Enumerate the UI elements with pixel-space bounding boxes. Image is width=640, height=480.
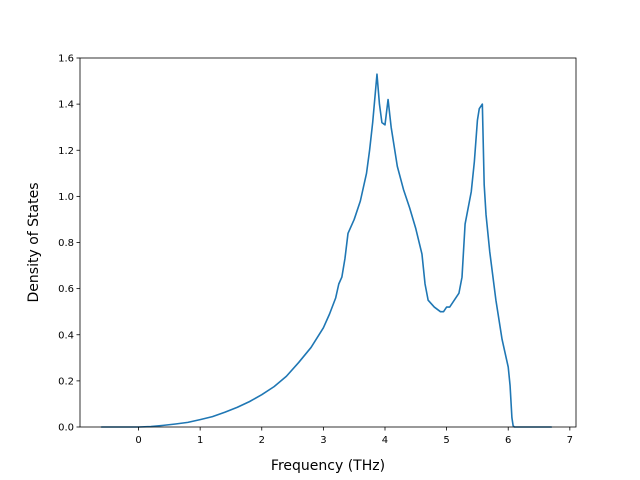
- x-tick-label: 6: [505, 435, 511, 446]
- series-layer: [100, 73, 553, 428]
- y-tick-label: 0.0: [58, 423, 74, 434]
- x-tick-label: 1: [197, 435, 203, 446]
- y-tick-label: 1.0: [58, 192, 74, 203]
- x-tick-label: 2: [259, 435, 265, 446]
- plot-area: [80, 58, 576, 427]
- x-axis-label: Frequency (THz): [271, 458, 385, 474]
- x-tick-label: 7: [567, 435, 573, 446]
- y-tick-label: 1.4: [58, 100, 74, 111]
- x-tick-label: 5: [443, 435, 449, 446]
- x-tick-label: 0: [135, 435, 141, 446]
- y-tick-label: 1.6: [58, 54, 74, 65]
- x-axis-ticks: 0 1 2 3 4 5 6 7: [135, 427, 573, 446]
- y-tick-label: 0.8: [58, 238, 74, 249]
- y-tick-label: 0.4: [58, 330, 74, 341]
- x-tick-label: 4: [382, 435, 388, 446]
- y-tick-label: 0.2: [58, 376, 74, 387]
- y-tick-label: 1.2: [58, 146, 74, 157]
- y-axis-ticks: 0.0 0.2 0.4 0.6 0.8 1.0 1.2 1.4 1.6: [58, 54, 80, 434]
- y-tick-label: 0.6: [58, 284, 74, 295]
- x-tick-label: 3: [320, 435, 326, 446]
- dos-series-line-0: [100, 73, 553, 428]
- y-axis-label: Density of States: [26, 183, 42, 303]
